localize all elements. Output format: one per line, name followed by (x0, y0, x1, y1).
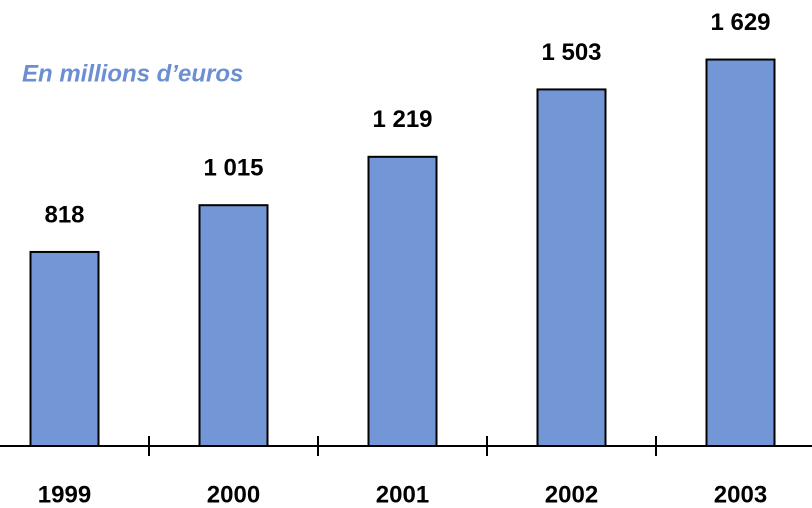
value-label: 1 629 (710, 9, 770, 36)
chart-subtitle: En millions d’euros (22, 60, 243, 87)
x-tick-label: 2000 (207, 481, 260, 508)
value-label: 1 219 (372, 106, 432, 133)
value-label: 818 (44, 201, 84, 228)
bar (367, 155, 438, 447)
bar (705, 58, 776, 447)
value-label: 1 503 (541, 39, 601, 66)
bar (198, 204, 269, 447)
bar (536, 88, 607, 448)
x-tick-label: 2001 (376, 481, 429, 508)
bar (29, 250, 100, 447)
x-tick-label: 2002 (545, 481, 598, 508)
x-tick-label: 2003 (714, 481, 767, 508)
x-tick-label: 1999 (38, 481, 91, 508)
value-label: 1 015 (203, 155, 263, 182)
